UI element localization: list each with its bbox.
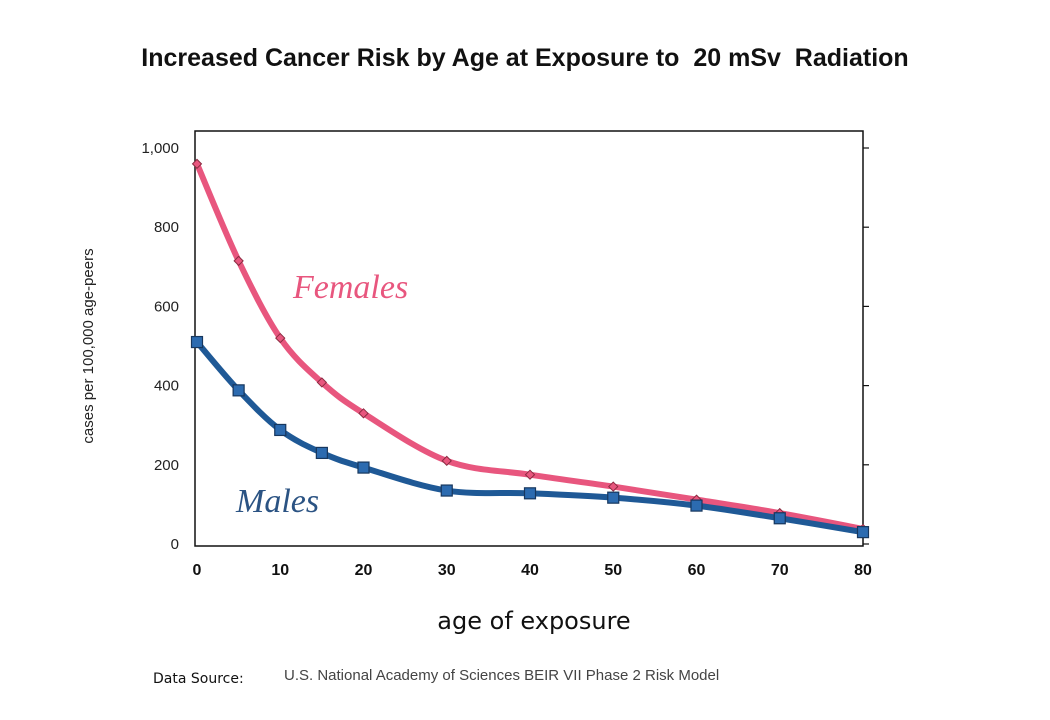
y-axis: 0 200 400 600 800 1,000 (141, 140, 869, 553)
data-point-males (773, 512, 786, 525)
x-tick-label: 60 (688, 562, 706, 579)
data-source-label: Data Source: (153, 671, 244, 687)
data-point-females (358, 408, 369, 419)
x-tick-label: 10 (271, 562, 289, 579)
data-point-males (523, 487, 537, 500)
x-axis: 0 10 20 30 40 50 60 70 80 (193, 562, 872, 579)
data-point-males (607, 491, 620, 504)
data-point-males (315, 446, 328, 460)
x-tick-label: 70 (771, 562, 789, 579)
data-point-females (441, 455, 452, 467)
data-point-females (316, 377, 328, 388)
data-point-females (608, 481, 619, 492)
y-tick-label: 400 (154, 378, 179, 395)
y-tick-label: 1,000 (141, 140, 179, 157)
series-label-males: Males (235, 483, 319, 520)
y-tick-label: 0 (171, 536, 179, 553)
data-point-males (690, 499, 703, 512)
series-line-females (194, 160, 866, 532)
chart-title: Increased Cancer Risk by Age at Exposure… (141, 44, 909, 72)
x-tick-label: 20 (355, 562, 373, 579)
y-tick-label: 600 (154, 298, 179, 315)
y-axis-label: cases per 100,000 age-peers (80, 248, 97, 443)
series-layer (190, 158, 870, 539)
data-point-females (233, 255, 244, 267)
series-label-females: Females (292, 269, 408, 306)
data-point-males (232, 384, 245, 397)
x-axis-label: age of exposure (437, 607, 631, 635)
x-tick-label: 0 (193, 562, 202, 579)
data-point-males (357, 461, 370, 474)
data-point-males (274, 423, 287, 437)
data-point-males (190, 335, 204, 349)
x-tick-label: 40 (521, 562, 539, 579)
y-tick-label: 200 (154, 457, 179, 474)
data-point-females (524, 469, 536, 480)
data-point-males (440, 484, 453, 497)
data-point-males (856, 526, 870, 539)
y-tick-label: 800 (154, 219, 179, 236)
data-point-females (191, 158, 203, 170)
x-tick-label: 30 (438, 562, 456, 579)
data-source-text: U.S. National Academy of Sciences BEIR V… (284, 667, 720, 684)
data-point-females (275, 332, 286, 344)
x-tick-label: 50 (604, 562, 622, 579)
x-tick-label: 80 (854, 562, 872, 579)
